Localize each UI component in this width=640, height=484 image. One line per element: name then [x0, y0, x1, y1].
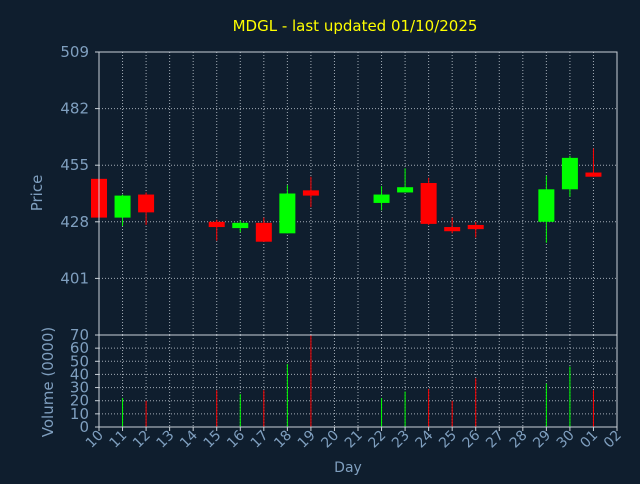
price-tick-label: 509 — [60, 43, 89, 61]
price-axis-label: Price — [28, 175, 46, 212]
x-tick-label: 12 — [130, 428, 154, 452]
candle-body-29 — [538, 189, 555, 222]
candle-body-30 — [561, 157, 578, 190]
x-tick-label: 01 — [577, 428, 601, 452]
candle-body-25 — [444, 227, 461, 232]
x-tick-label: 02 — [601, 428, 625, 452]
price-tick-label: 401 — [60, 269, 89, 287]
x-tick-label: 21 — [342, 428, 366, 452]
volume-tick-label: 40 — [70, 365, 89, 383]
volume-tick-label: 30 — [70, 379, 89, 397]
volume-tick-label: 0 — [79, 418, 89, 436]
x-tick-label: 20 — [318, 428, 342, 452]
x-tick-label: 24 — [413, 427, 437, 451]
axes — [95, 51, 618, 431]
grid-lines — [99, 52, 617, 427]
x-tick-label: 25 — [436, 428, 460, 452]
x-tick-label: 13 — [154, 428, 178, 452]
price-tick-label: 482 — [60, 100, 89, 118]
volume-tick-label: 70 — [70, 326, 89, 344]
x-tick-label: 19 — [295, 428, 319, 452]
x-tick-label: 22 — [365, 428, 389, 452]
candle-body-15 — [208, 221, 225, 228]
candle-body-01 — [585, 172, 602, 177]
candle-body-16 — [232, 222, 249, 229]
x-tick-label: 30 — [554, 428, 578, 452]
x-tick-label: 16 — [224, 427, 248, 451]
volume-tick-label: 50 — [70, 352, 89, 370]
candle-body-26 — [467, 224, 484, 230]
x-tick-label: 17 — [248, 428, 272, 452]
candle-body-19 — [302, 190, 319, 196]
x-tick-label: 26 — [460, 427, 484, 451]
x-tick-label: 28 — [507, 428, 531, 452]
x-tick-label: 29 — [530, 428, 554, 452]
candle-body-12 — [138, 194, 155, 213]
volume-tick-label: 20 — [70, 392, 89, 410]
candle-body-22 — [373, 194, 390, 203]
x-tick-label: 11 — [106, 428, 130, 452]
price-tick-label: 428 — [60, 213, 89, 231]
x-tick-label: 23 — [389, 428, 413, 452]
volume-tick-label: 10 — [70, 405, 89, 423]
x-tick-label: 27 — [483, 428, 507, 452]
chart-marks — [91, 148, 602, 427]
volume-tick-label: 60 — [70, 339, 89, 357]
price-tick-label: 455 — [60, 156, 89, 174]
x-axis-label: Day — [334, 460, 362, 476]
x-tick-label: 15 — [201, 428, 225, 452]
candle-body-23 — [397, 187, 414, 193]
candle-body-24 — [420, 183, 437, 224]
volume-axis-label: Volume (0000) — [39, 327, 57, 437]
candle-body-17 — [255, 222, 272, 242]
candle-body-11 — [114, 195, 131, 218]
x-tick-label: 14 — [177, 427, 201, 451]
x-tick-label: 18 — [271, 428, 295, 452]
candle-body-18 — [279, 193, 296, 234]
chart-title: MDGL - last updated 01/10/2025 — [233, 17, 478, 35]
